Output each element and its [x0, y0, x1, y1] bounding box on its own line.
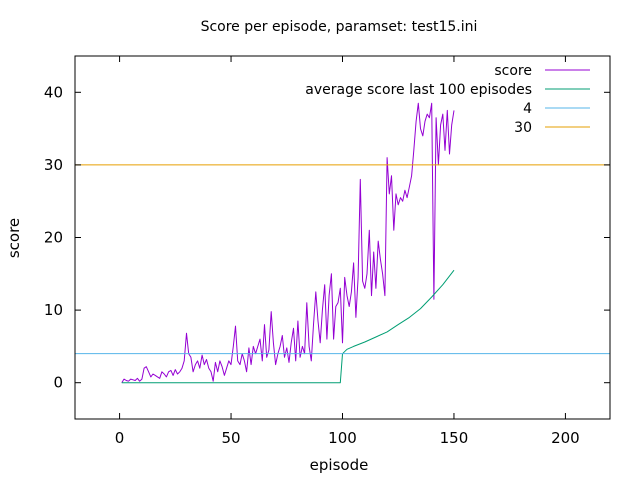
- x-axis-label: episode: [310, 456, 369, 474]
- x-tick-label: 100: [328, 429, 357, 447]
- x-tick-label: 50: [221, 429, 240, 447]
- legend-label-2: 4: [523, 101, 532, 117]
- legend-label-1: average score last 100 episodes: [305, 82, 532, 98]
- x-tick-label: 200: [551, 429, 580, 447]
- x-tick-label: 0: [115, 429, 125, 447]
- series-line-1: [121, 269, 455, 384]
- y-tick-label: 20: [44, 229, 63, 247]
- axes: 0 50 100 150 200 0 10 20 30 40: [44, 55, 611, 447]
- plot-area: [75, 102, 610, 384]
- legend-label-0: score: [494, 63, 532, 79]
- y-tick-label: 30: [44, 156, 63, 174]
- y-tick-label: 0: [53, 374, 63, 392]
- legend: score average score last 100 episodes 4 30: [305, 63, 590, 136]
- y-tick-label: 10: [44, 301, 63, 319]
- y-axis-label: score: [5, 218, 23, 258]
- x-tick-label: 150: [440, 429, 469, 447]
- chart-title: Score per episode, paramset: test15.ini: [201, 19, 478, 35]
- y-tick-label: 40: [44, 83, 63, 101]
- series-line-0: [121, 102, 455, 383]
- legend-label-3: 30: [514, 120, 532, 136]
